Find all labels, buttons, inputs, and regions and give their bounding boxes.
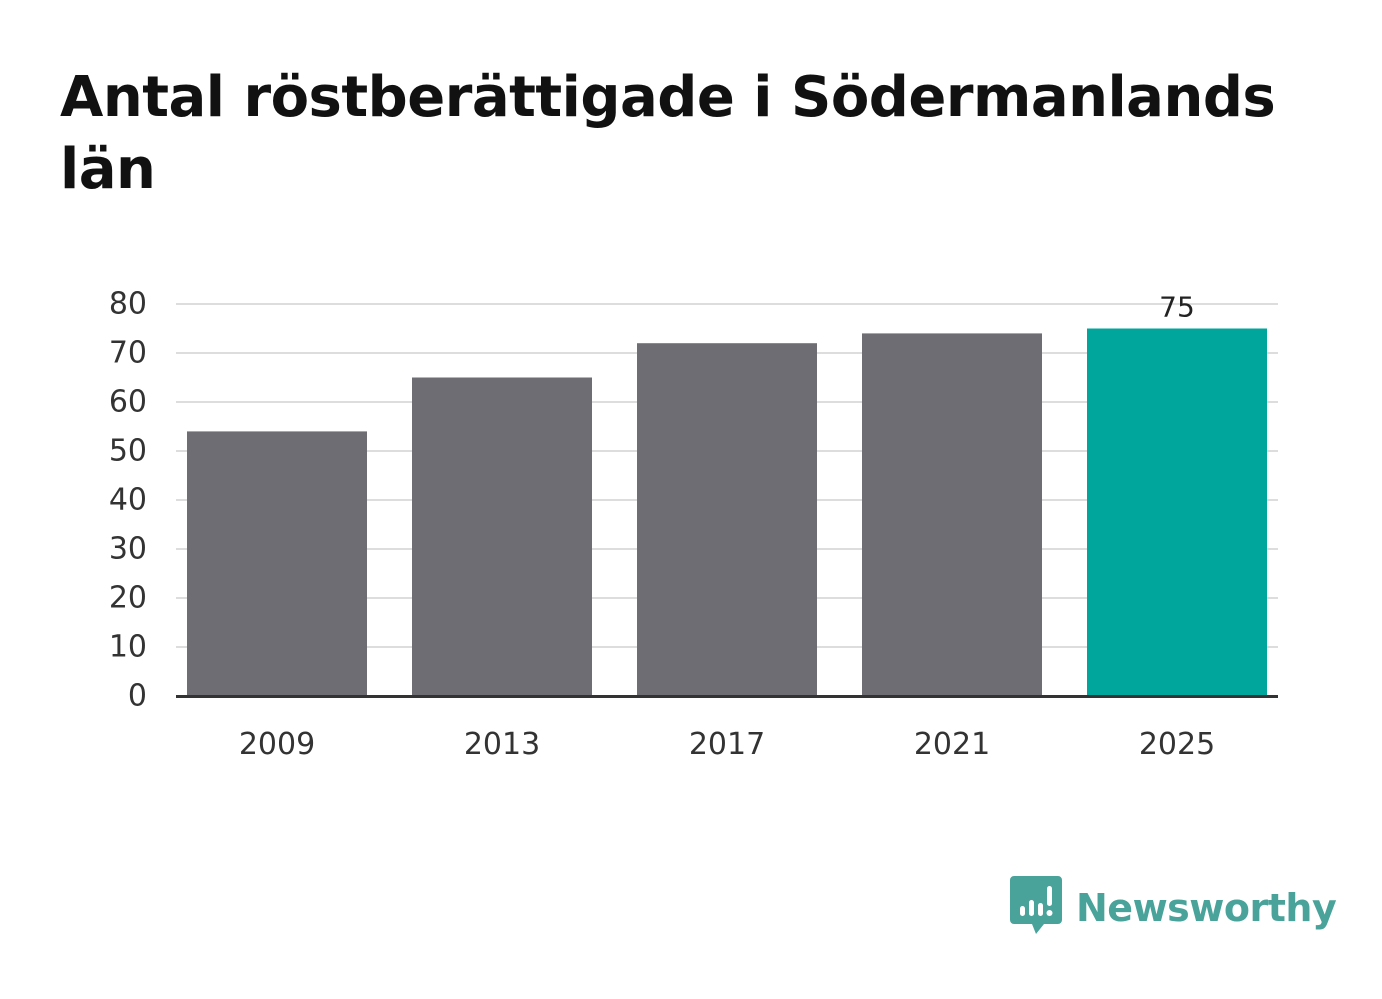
data-label: 75 [1159,291,1195,324]
bar-chart-speech-bubble-icon [1010,876,1062,940]
bar-2025 [1087,328,1267,696]
bars [187,328,1267,696]
x-tick-label: 2013 [464,727,540,762]
y-tick-label: 20 [109,581,147,616]
y-tick-label: 60 [109,385,147,420]
y-tick-label: 40 [109,483,147,518]
brand-name: Newsworthy [1076,886,1337,930]
newsworthy-logo: Newsworthy [1010,876,1337,940]
x-axis-ticks: 2009 2013 2017 2021 2025 [239,727,1215,762]
bar-2017 [637,343,817,696]
data-labels: 75 [1159,291,1195,324]
y-tick-label: 10 [109,630,147,665]
y-tick-label: 80 [109,287,147,322]
y-tick-label: 70 [109,336,147,371]
x-tick-label: 2025 [1139,727,1215,762]
y-axis-ticks: 0 10 20 30 40 50 60 70 80 [109,287,147,714]
bar-2021 [862,333,1042,696]
y-tick-label: 50 [109,434,147,469]
y-tick-label: 0 [128,679,147,714]
chart-title: Antal röstberättigade i Södermanlands lä… [60,65,1276,202]
x-tick-label: 2009 [239,727,315,762]
x-tick-label: 2021 [914,727,990,762]
bar-2013 [412,377,592,696]
x-tick-label: 2017 [689,727,765,762]
bar-2009 [187,431,367,696]
y-tick-label: 30 [109,532,147,567]
